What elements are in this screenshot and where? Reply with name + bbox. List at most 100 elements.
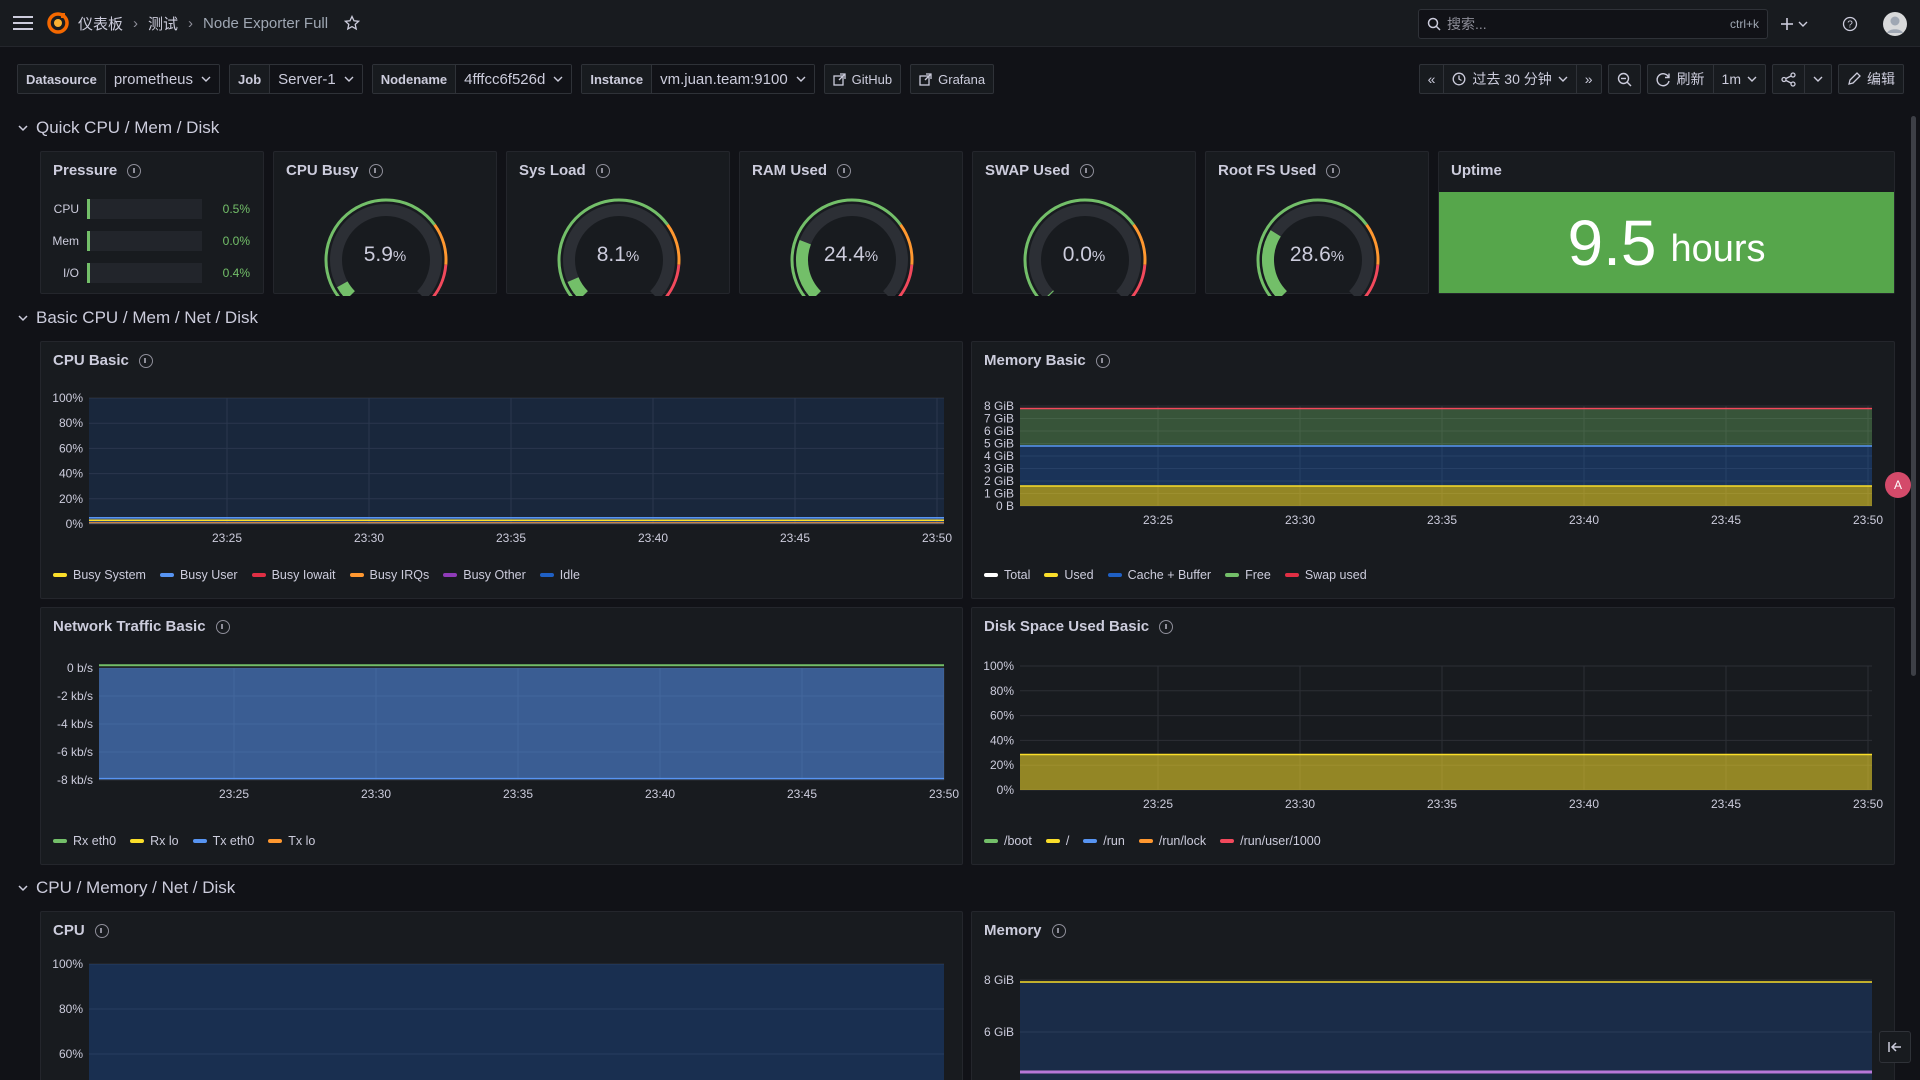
x-tick-label: 23:40 [1569,513,1599,527]
refresh-label: 刷新 [1676,71,1705,87]
y-tick-label: -8 kb/s [57,773,93,787]
gauge-value: 8.1% [596,243,640,266]
x-tick-label: 23:25 [1143,513,1173,527]
legend-item[interactable]: /run [1083,834,1125,848]
legend-swatch [53,839,67,843]
translate-icon[interactable]: A [1885,472,1911,498]
legend-swatch [539,573,554,577]
legend-item[interactable]: Busy User [159,568,238,582]
star-icon[interactable] [344,15,361,31]
panel-cpu-busy: CPU Busy 5.9% [273,151,497,296]
refresh-button[interactable]: 刷新 [1648,65,1714,93]
pressure-row-cpu: CPU 0.5% [49,199,250,219]
row-full[interactable]: CPU / Memory / Net / Disk [18,878,235,898]
info-icon[interactable] [368,163,383,178]
info-icon[interactable] [215,619,230,634]
chevron-down-icon [18,884,28,892]
gauge [1023,198,1147,296]
zoom-out-button[interactable] [1607,64,1641,94]
row-basic[interactable]: Basic CPU / Mem / Net / Disk [18,308,258,328]
legend-item[interactable]: Rx lo [130,834,179,848]
gauge-threshold-green [790,198,902,296]
variable-value: prometheus [113,70,194,88]
chevron-down-icon [796,75,806,83]
x-tick-label: 23:40 [645,787,675,801]
legend-item[interactable]: Busy IRQs [349,568,429,582]
menu-icon[interactable] [0,0,46,47]
variable-job[interactable]: Job Server-1 [229,64,363,94]
legend-item[interactable]: Free [1225,568,1271,582]
time-shift-forward-button[interactable]: » [1577,65,1601,93]
variable-instance[interactable]: Instance vm.juan.team:9100 [581,64,815,94]
y-tick-label: 100% [983,659,1014,673]
info-icon[interactable] [837,163,852,178]
variable-value: vm.juan.team:9100 [660,70,788,88]
legend-item[interactable]: / [1045,834,1070,848]
legend-label: / [1065,834,1070,848]
plus-icon [1780,17,1794,31]
cpu-basic-chart: 100% 80% 60% 40% 20% 0% 23:25 23:30 23:35 23:40 23… [52,391,952,545]
zoom-out-icon [1617,72,1632,87]
legend-label: Cache + Buffer [1127,568,1212,582]
legend-item[interactable]: /run/user/1000 [1220,834,1321,848]
breadcrumb-home[interactable]: 仪表板 [78,15,124,33]
legend-item[interactable]: /boot [984,834,1032,848]
pressure-value: 0.0% [222,234,250,248]
help-icon[interactable]: ? [1842,0,1858,47]
legend-swatch [1107,573,1122,577]
legend-item[interactable]: Rx eth0 [53,834,116,848]
collapse-sidebar-button[interactable] [1879,1031,1911,1063]
info-icon[interactable] [1079,163,1094,178]
y-tick-label: 5 GiB [984,437,1014,451]
time-shift-back-button[interactable]: « [1420,65,1445,93]
legend-item[interactable]: Busy Iowait [251,568,336,582]
legend-swatch [1045,839,1060,843]
share-dropdown-button[interactable] [1805,65,1831,93]
time-range-picker[interactable]: 过去 30 分钟 [1444,65,1577,93]
grafana-logo-icon[interactable] [46,0,70,47]
legend-swatch [192,839,207,843]
legend-item[interactable]: Cache + Buffer [1107,568,1212,582]
pressure-label: Mem [52,234,79,248]
legend-label: /run/user/1000 [1240,834,1321,848]
legend-item[interactable]: /run/lock [1138,834,1206,848]
grafana-link[interactable]: Grafana [910,64,995,94]
edit-button[interactable]: 编辑 [1838,64,1904,94]
info-icon[interactable] [138,353,153,368]
avatar[interactable] [1883,0,1907,47]
time-range-label: 过去 30 分钟 [1472,71,1552,87]
info-icon[interactable] [1051,923,1066,938]
row-title: CPU / Memory / Net / Disk [36,878,236,897]
variable-nodename[interactable]: Nodename 4fffcc6f526d [371,64,573,94]
scrollbar[interactable] [1906,48,1920,1080]
gauge [790,198,914,296]
legend-item[interactable]: Tx lo [268,834,315,848]
legend: Total Used Cache + Buffer Free Swap used [984,568,1367,582]
legend-item[interactable]: Busy System [53,568,146,582]
row-quick[interactable]: Quick CPU / Mem / Disk [18,118,219,138]
info-icon[interactable] [1095,353,1110,368]
info-icon[interactable] [1159,619,1174,634]
legend-item[interactable]: Used [1044,568,1094,582]
legend-item[interactable]: Busy Other [443,568,526,582]
panel-title: Disk Space Used Basic [984,618,1150,635]
variable-datasource[interactable]: Datasource prometheus [17,64,221,94]
search-input[interactable]: 搜索... ctrl+k [1418,9,1768,39]
info-icon[interactable] [94,923,109,938]
panel-cpu: CPU 100% 80% 60% [40,911,963,1080]
info-icon[interactable] [595,163,610,178]
breadcrumb-folder[interactable]: 测试 [148,15,179,33]
info-icon[interactable] [1326,163,1341,178]
info-icon[interactable] [127,163,142,178]
legend-item[interactable]: Swap used [1284,568,1367,582]
legend-item[interactable]: Idle [539,568,580,582]
legend-item[interactable]: Total [984,568,1030,582]
double-chevron-right-icon: » [1584,71,1593,87]
y-tick-label: 4 GiB [984,449,1014,463]
y-tick-label: 7 GiB [984,412,1014,426]
legend-item[interactable]: Tx eth0 [192,834,254,848]
new-button[interactable] [1780,0,1808,47]
refresh-interval-picker[interactable]: 1m [1714,65,1765,93]
github-link[interactable]: GitHub [823,64,902,94]
share-button[interactable] [1773,65,1805,93]
